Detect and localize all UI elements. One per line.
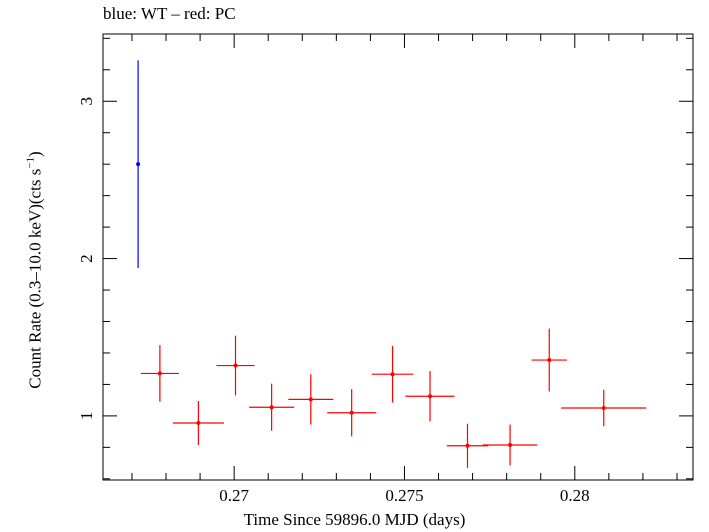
data-point: [233, 363, 238, 368]
y-axis-label-end: ): [25, 151, 45, 157]
x-tick-label: 0.275: [385, 486, 423, 505]
plot-frame: [102, 33, 694, 481]
y-axis-label-main: Count Rate (0.3–10.0 keV)(cts s: [25, 168, 45, 389]
data-point: [136, 162, 141, 167]
data-point: [157, 371, 162, 376]
data-point: [390, 372, 395, 377]
y-tick-label: 2: [77, 254, 96, 263]
x-axis-label: Time Since 59896.0 MJD (days): [243, 510, 466, 529]
x-tick-label: 0.28: [560, 486, 590, 505]
data-marks: [136, 60, 647, 468]
data-point: [308, 397, 313, 402]
y-axis-label-sup: −1: [24, 156, 37, 169]
y-axis-label: Count Rate (0.3–10.0 keV)(cts s−1): [25, 151, 46, 388]
data-point: [196, 420, 201, 425]
data-point: [428, 394, 433, 399]
axis-ticks: [103, 34, 693, 480]
y-tick-label: 1: [77, 412, 96, 421]
y-tick-label: 3: [77, 97, 96, 106]
data-point: [508, 442, 513, 447]
data-point: [465, 443, 470, 448]
axis-tick-labels: 0.27 0.275 0.28 1 2 3: [77, 97, 590, 505]
chart-title: blue: WT – red: PC: [103, 4, 236, 23]
x-tick-label: 0.27: [219, 486, 249, 505]
data-point: [601, 406, 606, 411]
data-point: [547, 358, 552, 363]
data-point: [349, 410, 354, 415]
data-point: [269, 405, 274, 410]
